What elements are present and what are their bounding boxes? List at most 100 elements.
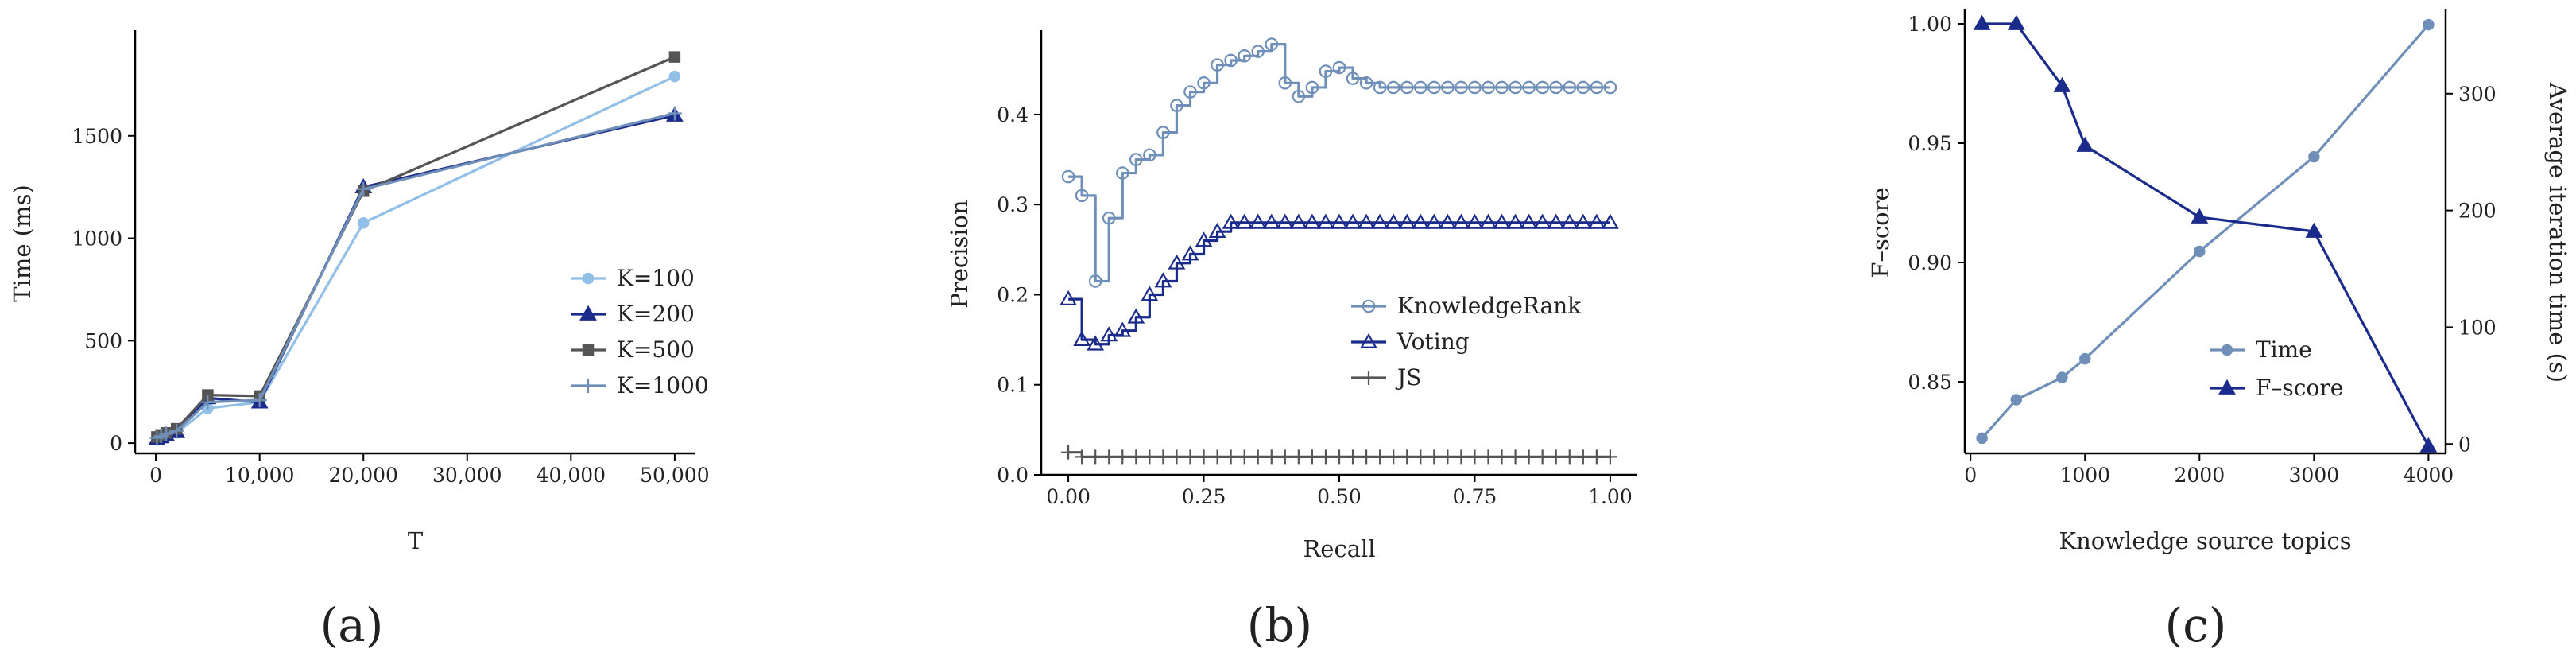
data-point bbox=[1427, 449, 1442, 465]
data-point bbox=[1075, 449, 1090, 465]
y-tick-label: 0.3 bbox=[997, 193, 1028, 216]
data-point bbox=[1088, 449, 1103, 465]
data-point bbox=[1468, 80, 1482, 95]
y-axis-title: Time (ms) bbox=[9, 185, 36, 302]
data-point bbox=[2076, 136, 2094, 152]
data-point bbox=[1170, 99, 1183, 112]
series-f-score bbox=[1973, 14, 2438, 453]
data-point bbox=[1195, 231, 1213, 247]
x-axis-title: Recall bbox=[1303, 535, 1375, 562]
data-point bbox=[1262, 213, 1280, 229]
data-point bbox=[668, 51, 681, 63]
x-tick-label: 0.25 bbox=[1182, 485, 1226, 508]
x-tick-label: 1000 bbox=[2059, 464, 2110, 487]
data-point bbox=[1073, 330, 1091, 346]
y-tick-label: 0.85 bbox=[1908, 371, 1952, 394]
series-time bbox=[1976, 18, 2435, 445]
data-point bbox=[1413, 80, 1427, 95]
data-point bbox=[1183, 85, 1197, 99]
data-point bbox=[1506, 213, 1524, 229]
data-point bbox=[1398, 213, 1416, 229]
series-js bbox=[1061, 445, 1617, 465]
y-tick-label: 500 bbox=[84, 329, 122, 352]
legend-marker bbox=[581, 379, 595, 393]
data-point bbox=[1400, 449, 1415, 465]
data-point bbox=[1156, 449, 1171, 465]
data-point bbox=[1493, 213, 1511, 229]
data-point bbox=[1359, 449, 1374, 465]
data-point bbox=[1129, 153, 1143, 166]
data-point bbox=[1373, 80, 1387, 95]
data-point bbox=[1222, 213, 1240, 229]
data-point bbox=[1602, 449, 1617, 465]
data-point bbox=[1197, 76, 1211, 90]
x-tick-label: 0.50 bbox=[1317, 485, 1362, 508]
legend-label: Voting bbox=[1396, 328, 1470, 355]
data-point bbox=[1142, 449, 1157, 465]
data-point bbox=[2191, 208, 2209, 224]
data-point bbox=[1127, 308, 1145, 324]
data-point bbox=[667, 106, 682, 121]
legend-label: F–score bbox=[2256, 375, 2343, 401]
data-point bbox=[1276, 213, 1294, 229]
chart-panel-a: 0 10,000 20,000 30,000 40,000 50,000 0 500 1000 1… bbox=[9, 30, 710, 652]
series-knowledgerank bbox=[1061, 37, 1617, 288]
data-point bbox=[1075, 189, 1089, 203]
y-axis-title: F–score bbox=[1867, 187, 1894, 278]
data-point bbox=[1563, 80, 1577, 95]
data-point bbox=[357, 216, 370, 229]
data-point bbox=[252, 393, 267, 408]
data-point bbox=[1344, 213, 1362, 229]
data-point bbox=[1292, 89, 1306, 103]
data-point bbox=[2007, 14, 2025, 30]
panel-label: (c) bbox=[2165, 598, 2227, 652]
data-point bbox=[1168, 254, 1186, 270]
data-point bbox=[1386, 449, 1401, 465]
y-tick-label: 0.4 bbox=[997, 103, 1028, 126]
data-point bbox=[1264, 449, 1279, 465]
data-point bbox=[1061, 169, 1075, 184]
data-point bbox=[1210, 449, 1225, 465]
data-point bbox=[169, 423, 184, 438]
series-line bbox=[1981, 24, 2430, 439]
data-point bbox=[1603, 80, 1617, 95]
y-tick-label: 1000 bbox=[72, 227, 122, 251]
data-point bbox=[1549, 80, 1563, 95]
y-tick-label: 0.1 bbox=[997, 374, 1028, 397]
data-point bbox=[1156, 126, 1170, 139]
legend: K=100 K=200 K=500 K=1000 bbox=[571, 265, 709, 398]
data-point bbox=[1317, 213, 1334, 229]
data-point bbox=[1332, 60, 1346, 75]
data-point bbox=[356, 181, 371, 196]
data-point bbox=[1143, 148, 1156, 162]
data-point bbox=[1265, 37, 1279, 51]
data-point bbox=[2423, 18, 2435, 31]
data-point bbox=[1154, 272, 1172, 288]
data-point bbox=[1482, 80, 1495, 95]
legend-marker bbox=[582, 344, 595, 356]
data-point bbox=[1522, 80, 1536, 95]
data-point bbox=[1332, 449, 1346, 465]
y-tick-label: 0.95 bbox=[1908, 132, 1952, 155]
x-tick-label: 0 bbox=[1964, 464, 1977, 487]
legend-label: K=200 bbox=[617, 301, 695, 327]
x-tick-label: 10,000 bbox=[225, 464, 294, 487]
data-point bbox=[1346, 449, 1361, 465]
y-tick-label: 1.00 bbox=[1908, 13, 1952, 36]
series-k-1000 bbox=[149, 106, 682, 445]
data-point bbox=[1235, 213, 1253, 229]
data-point bbox=[1590, 80, 1604, 95]
data-point bbox=[1141, 286, 1159, 301]
data-point bbox=[1291, 449, 1306, 465]
data-point bbox=[1102, 211, 1116, 225]
legend-label: KnowledgeRank bbox=[1397, 293, 1582, 319]
x-axis-title: Knowledge source topics bbox=[2059, 527, 2351, 554]
x-tick-label: 0 bbox=[149, 464, 162, 487]
data-point bbox=[1251, 45, 1265, 58]
data-point bbox=[1521, 449, 1536, 465]
data-point bbox=[1305, 80, 1319, 95]
data-point bbox=[1181, 245, 1199, 261]
data-point bbox=[1400, 80, 1414, 95]
legend-marker bbox=[582, 272, 595, 285]
data-point bbox=[1278, 76, 1292, 90]
